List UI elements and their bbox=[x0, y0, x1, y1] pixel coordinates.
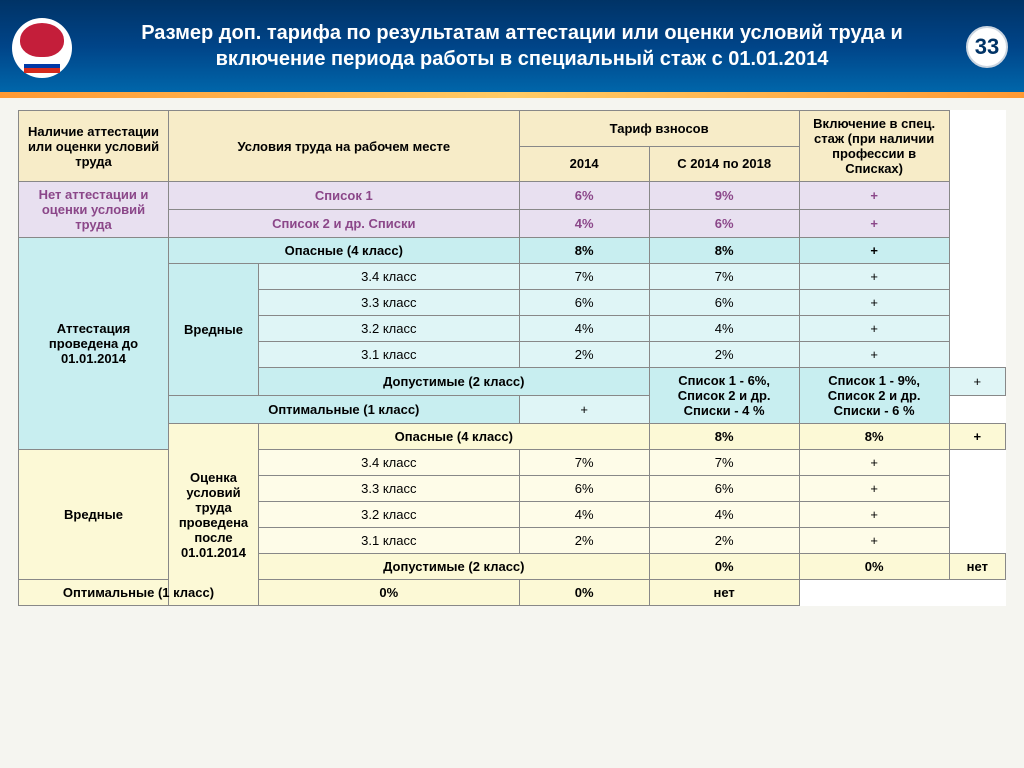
cell-value-merged: Список 1 - 6%, Список 2 и др. Списки - 4… bbox=[649, 368, 799, 424]
cell-class: 3.4 класс bbox=[259, 450, 520, 476]
cell-class: 3.4 класс bbox=[259, 264, 520, 290]
cell-value: 4% bbox=[519, 316, 649, 342]
cell-value: 4% bbox=[649, 316, 799, 342]
cell-class: 3.3 класс bbox=[259, 476, 520, 502]
cell-inclusion: + bbox=[799, 502, 949, 528]
cell-value: 6% bbox=[649, 290, 799, 316]
tariff-table: Наличие аттестации или оценки условий тр… bbox=[18, 110, 1006, 606]
cell-inclusion: + bbox=[799, 450, 949, 476]
cell-value: 7% bbox=[519, 450, 649, 476]
col-2014-2018: С 2014 по 2018 bbox=[649, 146, 799, 182]
cell-condition: Опасные (4 класс) bbox=[259, 424, 650, 450]
cell-inclusion: + bbox=[799, 316, 949, 342]
cell-value: 0% bbox=[649, 554, 799, 580]
cell-class: 3.1 класс bbox=[259, 342, 520, 368]
cell-inclusion: + bbox=[949, 424, 1005, 450]
cell-inclusion: + bbox=[519, 396, 649, 424]
table-header-row: Наличие аттестации или оценки условий тр… bbox=[19, 111, 1006, 147]
cell-value: 6% bbox=[519, 290, 649, 316]
cell-inclusion: + bbox=[949, 368, 1005, 396]
cell-value: 6% bbox=[649, 210, 799, 238]
cell-condition: Оптимальные (1 класс) bbox=[169, 396, 520, 424]
table-row: Нет аттестации и оценки условий труда Сп… bbox=[19, 182, 1006, 210]
cell-value: 8% bbox=[649, 424, 799, 450]
slide-number-badge: 33 bbox=[966, 26, 1008, 68]
cell-inclusion: + bbox=[799, 210, 949, 238]
harmful-label: Вредные bbox=[19, 450, 169, 580]
section-label: Нет аттестации и оценки условий труда bbox=[19, 182, 169, 238]
cell-inclusion: + bbox=[799, 264, 949, 290]
harmful-label: Вредные bbox=[169, 264, 259, 396]
cell-inclusion: + bbox=[799, 238, 949, 264]
section-label: Аттестация проведена до 01.01.2014 bbox=[19, 238, 169, 450]
col-inclusion: Включение в спец. стаж (при наличии проф… bbox=[799, 111, 949, 182]
slide-title: Размер доп. тарифа по результатам аттест… bbox=[90, 20, 954, 72]
slide-header: Размер доп. тарифа по результатам аттест… bbox=[0, 0, 1024, 92]
cell-value: 7% bbox=[649, 264, 799, 290]
cell-value: 2% bbox=[649, 528, 799, 554]
cell-value: 9% bbox=[649, 182, 799, 210]
table-row: Вредные 3.4 класс 7% 7% + bbox=[19, 450, 1006, 476]
cell-condition: Опасные (4 класс) bbox=[169, 238, 520, 264]
cell-value: 7% bbox=[519, 264, 649, 290]
cell-value: 8% bbox=[799, 424, 949, 450]
col-tariff: Тариф взносов bbox=[519, 111, 799, 147]
section-label: Оценка условий труда проведена после 01.… bbox=[169, 424, 259, 606]
cell-class: 3.1 класс bbox=[259, 528, 520, 554]
table-row: Аттестация проведена до 01.01.2014 Опасн… bbox=[19, 238, 1006, 264]
cell-value: 0% bbox=[799, 554, 949, 580]
cell-value: 8% bbox=[519, 238, 649, 264]
cell-condition: Допустимые (2 класс) bbox=[259, 368, 650, 396]
cell-condition: Оптимальные (1 класс) bbox=[19, 580, 259, 606]
cell-inclusion: + bbox=[799, 342, 949, 368]
cell-value: 0% bbox=[259, 580, 520, 606]
cell-value: 4% bbox=[649, 502, 799, 528]
cell-inclusion: + bbox=[799, 290, 949, 316]
cell-value: 0% bbox=[519, 580, 649, 606]
content-area: Наличие аттестации или оценки условий тр… bbox=[0, 98, 1024, 768]
pfr-logo bbox=[12, 18, 72, 78]
russia-flag-icon bbox=[24, 59, 60, 73]
cell-class: 3.3 класс bbox=[259, 290, 520, 316]
cell-value: 4% bbox=[519, 502, 649, 528]
cell-value: 7% bbox=[649, 450, 799, 476]
cell-class: 3.2 класс bbox=[259, 316, 520, 342]
col-2014: 2014 bbox=[519, 146, 649, 182]
cell-value: 6% bbox=[519, 476, 649, 502]
cell-class: 3.2 класс bbox=[259, 502, 520, 528]
cell-value: 6% bbox=[649, 476, 799, 502]
cell-inclusion: + bbox=[799, 182, 949, 210]
cell-inclusion: нет bbox=[649, 580, 799, 606]
cell-value-merged: Список 1 - 9%, Список 2 и др. Списки - 6… bbox=[799, 368, 949, 424]
cell-value: 2% bbox=[519, 528, 649, 554]
table-row: Оптимальные (1 класс) 0% 0% нет bbox=[19, 580, 1006, 606]
cell-inclusion: + bbox=[799, 528, 949, 554]
cell-value: 6% bbox=[519, 182, 649, 210]
cell-value: 2% bbox=[649, 342, 799, 368]
cell-inclusion: + bbox=[799, 476, 949, 502]
col-attestation: Наличие аттестации или оценки условий тр… bbox=[19, 111, 169, 182]
cell-inclusion: нет bbox=[949, 554, 1005, 580]
cell-condition: Допустимые (2 класс) bbox=[259, 554, 650, 580]
cell-value: 8% bbox=[649, 238, 799, 264]
col-conditions: Условия труда на рабочем месте bbox=[169, 111, 520, 182]
cell-value: 4% bbox=[519, 210, 649, 238]
cell-condition: Список 1 bbox=[169, 182, 520, 210]
cell-condition: Список 2 и др. Списки bbox=[169, 210, 520, 238]
cell-value: 2% bbox=[519, 342, 649, 368]
